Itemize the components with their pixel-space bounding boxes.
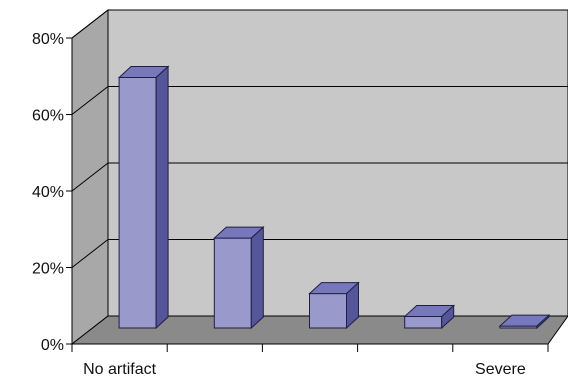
bar-side: [155, 65, 169, 330]
bar-side: [441, 304, 455, 330]
bar-front: [404, 316, 443, 329]
bar: [498, 313, 551, 330]
y-tick-label: 20%: [32, 261, 64, 278]
bar-side: [536, 313, 550, 330]
bar: [308, 281, 360, 330]
side-gridline: [71, 239, 109, 268]
bar: [403, 304, 455, 330]
x-tick-label: Severe: [475, 361, 526, 378]
bar: [213, 225, 265, 330]
y-tick-label: 60%: [32, 108, 64, 125]
bar-front: [118, 76, 157, 329]
side-gridline: [71, 9, 109, 39]
bar-front: [213, 237, 252, 329]
y-tick-label: 40%: [32, 184, 64, 201]
y-tick-label: 80%: [32, 31, 64, 48]
side-gridline: [71, 86, 109, 115]
side-gridline: [71, 162, 109, 192]
bar-side: [346, 281, 359, 330]
x-tick-label: No artifact: [83, 361, 156, 378]
bars: [117, 65, 551, 330]
bar-front: [309, 293, 347, 329]
gridlines: [71, 9, 568, 268]
y-tick-label: 0%: [41, 337, 64, 354]
bar: [117, 65, 170, 330]
bar-side: [250, 225, 264, 330]
axes: 0% 20% 40% 60% 80% No artifact Severe: [32, 31, 549, 378]
